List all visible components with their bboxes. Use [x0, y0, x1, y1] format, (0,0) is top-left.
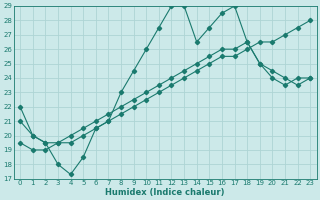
X-axis label: Humidex (Indice chaleur): Humidex (Indice chaleur) [106, 188, 225, 197]
